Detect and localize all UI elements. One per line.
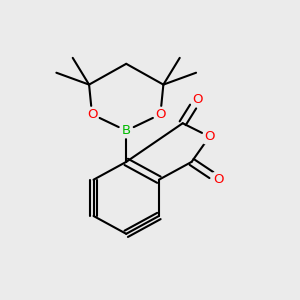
Text: O: O <box>204 130 215 143</box>
Text: O: O <box>192 93 203 106</box>
Text: O: O <box>155 108 166 121</box>
Text: O: O <box>213 173 224 186</box>
Text: O: O <box>87 108 97 121</box>
Text: B: B <box>122 124 131 137</box>
